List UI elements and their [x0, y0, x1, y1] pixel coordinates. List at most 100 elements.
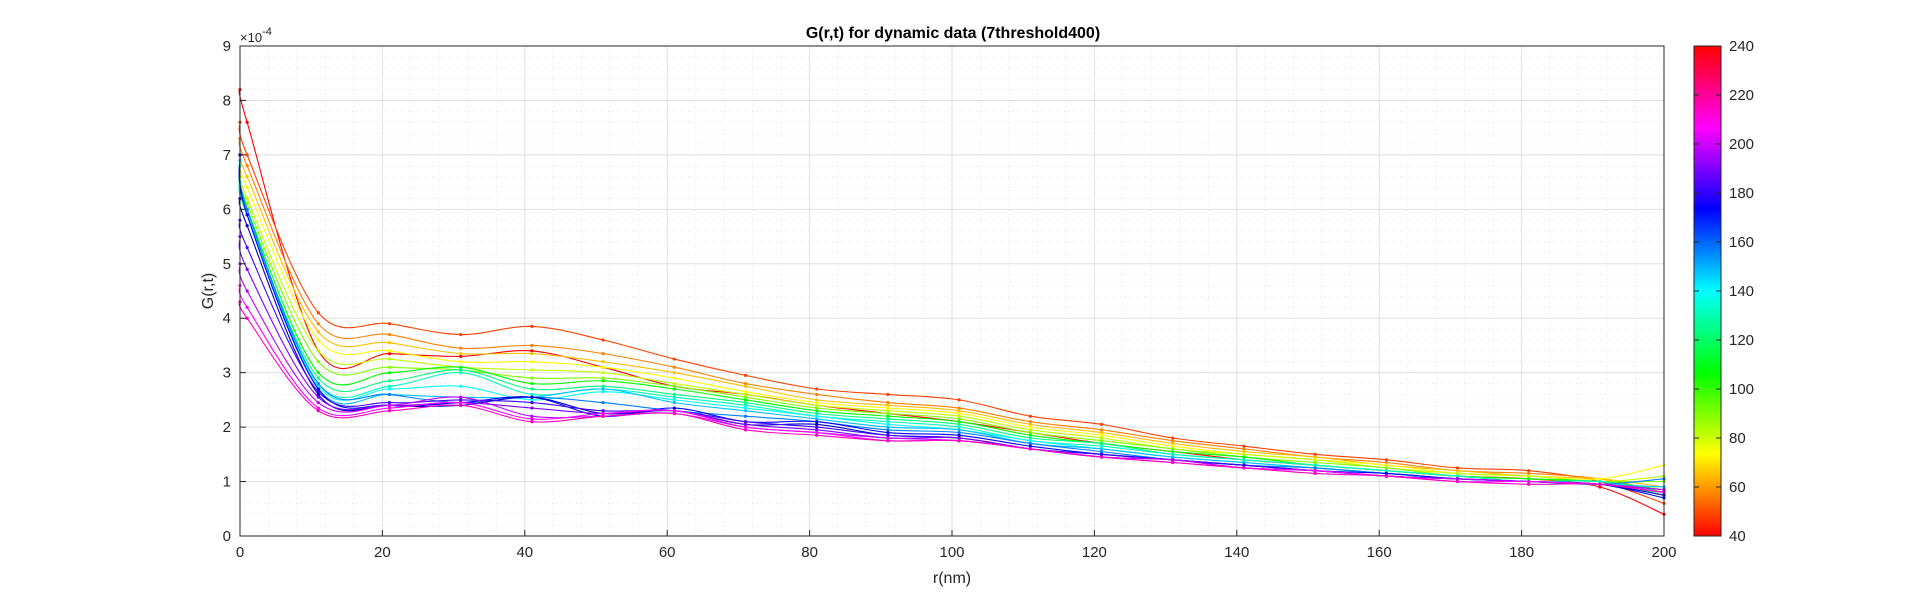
- data-point: [245, 202, 249, 206]
- x-tick-label: 140: [1224, 544, 1249, 561]
- data-point: [245, 185, 249, 190]
- data-point: [1598, 485, 1602, 489]
- data-point: [743, 373, 748, 377]
- data-point: [886, 425, 890, 429]
- data-point: [886, 403, 890, 407]
- series-line-t80: [238, 165, 1665, 480]
- data-point: [245, 175, 249, 179]
- data-point: [245, 305, 249, 309]
- data-point: [743, 420, 748, 424]
- data-point: [886, 392, 890, 397]
- data-point: [1384, 469, 1388, 473]
- data-point: [743, 381, 748, 386]
- data-point: [1598, 482, 1602, 486]
- data-point: [387, 371, 392, 375]
- data-point: [957, 428, 961, 432]
- data-point: [1171, 439, 1175, 443]
- data-point: [815, 428, 819, 432]
- data-point: [1313, 455, 1317, 459]
- data-point: [957, 439, 961, 443]
- data-point: [815, 411, 819, 416]
- y-tick-label: 8: [223, 92, 231, 109]
- data-point: [672, 365, 676, 369]
- colorbar-tick-label: 80: [1729, 430, 1746, 447]
- data-point: [530, 349, 534, 353]
- data-point: [1313, 469, 1317, 473]
- data-point: [316, 406, 320, 410]
- data-point: [815, 406, 819, 410]
- data-point: [1171, 460, 1175, 465]
- series-line-t60: [238, 138, 1665, 493]
- colorbar-tick-label: 140: [1729, 283, 1754, 300]
- data-point: [1313, 471, 1317, 475]
- data-point: [1099, 444, 1104, 448]
- data-point: [387, 406, 392, 410]
- data-point: [957, 425, 961, 429]
- series-line-t210: [238, 263, 1665, 491]
- data-point: [743, 392, 748, 397]
- data-point: [316, 330, 320, 334]
- data-point: [815, 414, 819, 418]
- data-point: [459, 398, 463, 402]
- data-point: [459, 354, 463, 358]
- data-point: [957, 406, 961, 410]
- series-line-t70: [238, 154, 1665, 488]
- data-point: [1455, 474, 1460, 478]
- data-point: [815, 430, 819, 435]
- data-point: [1028, 425, 1032, 429]
- data-point: [387, 392, 392, 397]
- data-point: [743, 390, 748, 394]
- chart-title: G(r,t) for dynamic data (7threshold400): [806, 25, 1100, 42]
- data-point: [743, 422, 748, 426]
- data-point: [530, 395, 534, 399]
- data-point: [387, 332, 392, 337]
- x-axis-ticks: 0 20 40 60 80 100 120 140 160 180 200: [236, 530, 1677, 561]
- data-point: [387, 341, 392, 345]
- colorbar-tick-label: 200: [1729, 136, 1754, 153]
- data-point: [815, 433, 819, 437]
- y-axis-label: G(r,t): [200, 273, 217, 309]
- data-point: [316, 311, 320, 315]
- colorbar-tick-label: 180: [1729, 185, 1754, 202]
- data-point: [1242, 455, 1246, 459]
- data-point: [316, 338, 320, 342]
- data-point: [387, 387, 392, 391]
- data-point: [1313, 458, 1317, 462]
- data-point: [601, 411, 605, 416]
- data-point: [530, 398, 534, 402]
- data-point: [672, 406, 676, 410]
- series-line-t230: [238, 301, 1665, 493]
- data-point: [1384, 460, 1388, 465]
- data-point: [1099, 433, 1104, 437]
- data-point: [1242, 450, 1246, 454]
- data-point: [459, 395, 463, 399]
- data-point: [459, 360, 463, 364]
- series-line-t90: [238, 171, 1665, 483]
- data-point: [957, 414, 961, 418]
- data-point: [886, 406, 890, 410]
- data-point: [530, 352, 534, 356]
- data-point: [1384, 463, 1388, 467]
- data-point: [387, 409, 392, 413]
- colorbar-tick-label: 100: [1729, 381, 1754, 398]
- data-point: [815, 387, 819, 391]
- data-point: [316, 392, 320, 397]
- data-point: [672, 371, 676, 375]
- data-point: [1171, 450, 1175, 454]
- data-point: [743, 425, 748, 429]
- data-point: [957, 422, 961, 426]
- data-point: [1099, 447, 1104, 451]
- data-point: [245, 120, 249, 124]
- data-point: [387, 352, 392, 356]
- data-point: [601, 352, 605, 356]
- data-point: [886, 422, 890, 426]
- y-tick-label: 1: [223, 474, 231, 491]
- data-point: [886, 430, 890, 435]
- x-tick-label: 120: [1082, 544, 1107, 561]
- x-tick-label: 180: [1509, 544, 1534, 561]
- data-point: [1028, 439, 1032, 443]
- data-point: [530, 324, 534, 328]
- data-point: [387, 384, 392, 388]
- colorbar: 40 60 80 100 120 140 160 180 200 220 240: [1693, 38, 1754, 545]
